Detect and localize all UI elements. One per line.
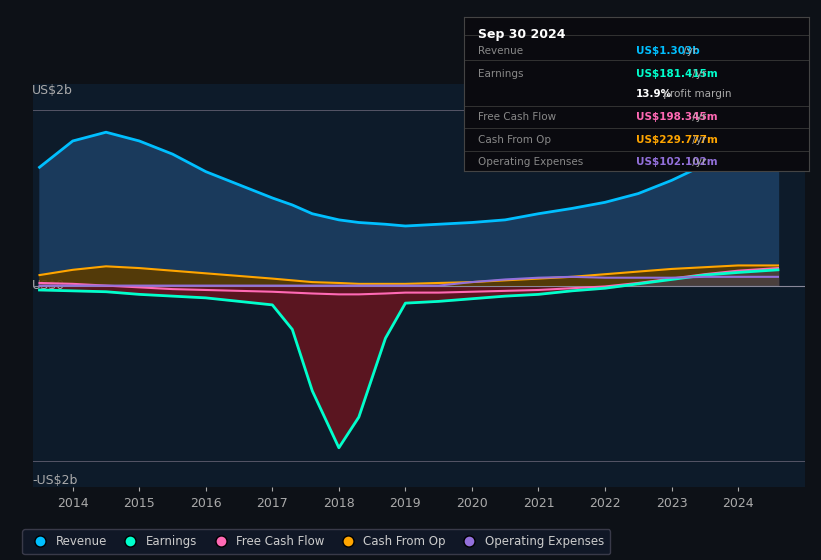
- Text: 13.9%: 13.9%: [636, 89, 672, 99]
- Text: US$2b: US$2b: [32, 84, 73, 97]
- Text: Revenue: Revenue: [478, 46, 523, 55]
- Text: Cash From Op: Cash From Op: [478, 135, 551, 145]
- Text: Free Cash Flow: Free Cash Flow: [478, 112, 556, 122]
- Text: US$198.345m: US$198.345m: [636, 112, 718, 122]
- Text: Operating Expenses: Operating Expenses: [478, 157, 583, 166]
- Text: US$0: US$0: [32, 279, 65, 292]
- Text: US$181.415m: US$181.415m: [636, 69, 718, 79]
- Text: profit margin: profit margin: [660, 89, 732, 99]
- Text: /yr: /yr: [690, 69, 707, 79]
- Text: US$1.303b: US$1.303b: [636, 46, 700, 55]
- Text: -US$2b: -US$2b: [32, 474, 77, 487]
- Text: Sep 30 2024: Sep 30 2024: [478, 27, 565, 40]
- Text: Earnings: Earnings: [478, 69, 523, 79]
- Text: US$102.102m: US$102.102m: [636, 157, 718, 166]
- Text: /yr: /yr: [690, 135, 707, 145]
- Text: /yr: /yr: [680, 46, 697, 55]
- Text: US$229.777m: US$229.777m: [636, 135, 718, 145]
- Legend: Revenue, Earnings, Free Cash Flow, Cash From Op, Operating Expenses: Revenue, Earnings, Free Cash Flow, Cash …: [22, 529, 610, 554]
- Text: /yr: /yr: [690, 157, 707, 166]
- Text: /yr: /yr: [690, 112, 707, 122]
